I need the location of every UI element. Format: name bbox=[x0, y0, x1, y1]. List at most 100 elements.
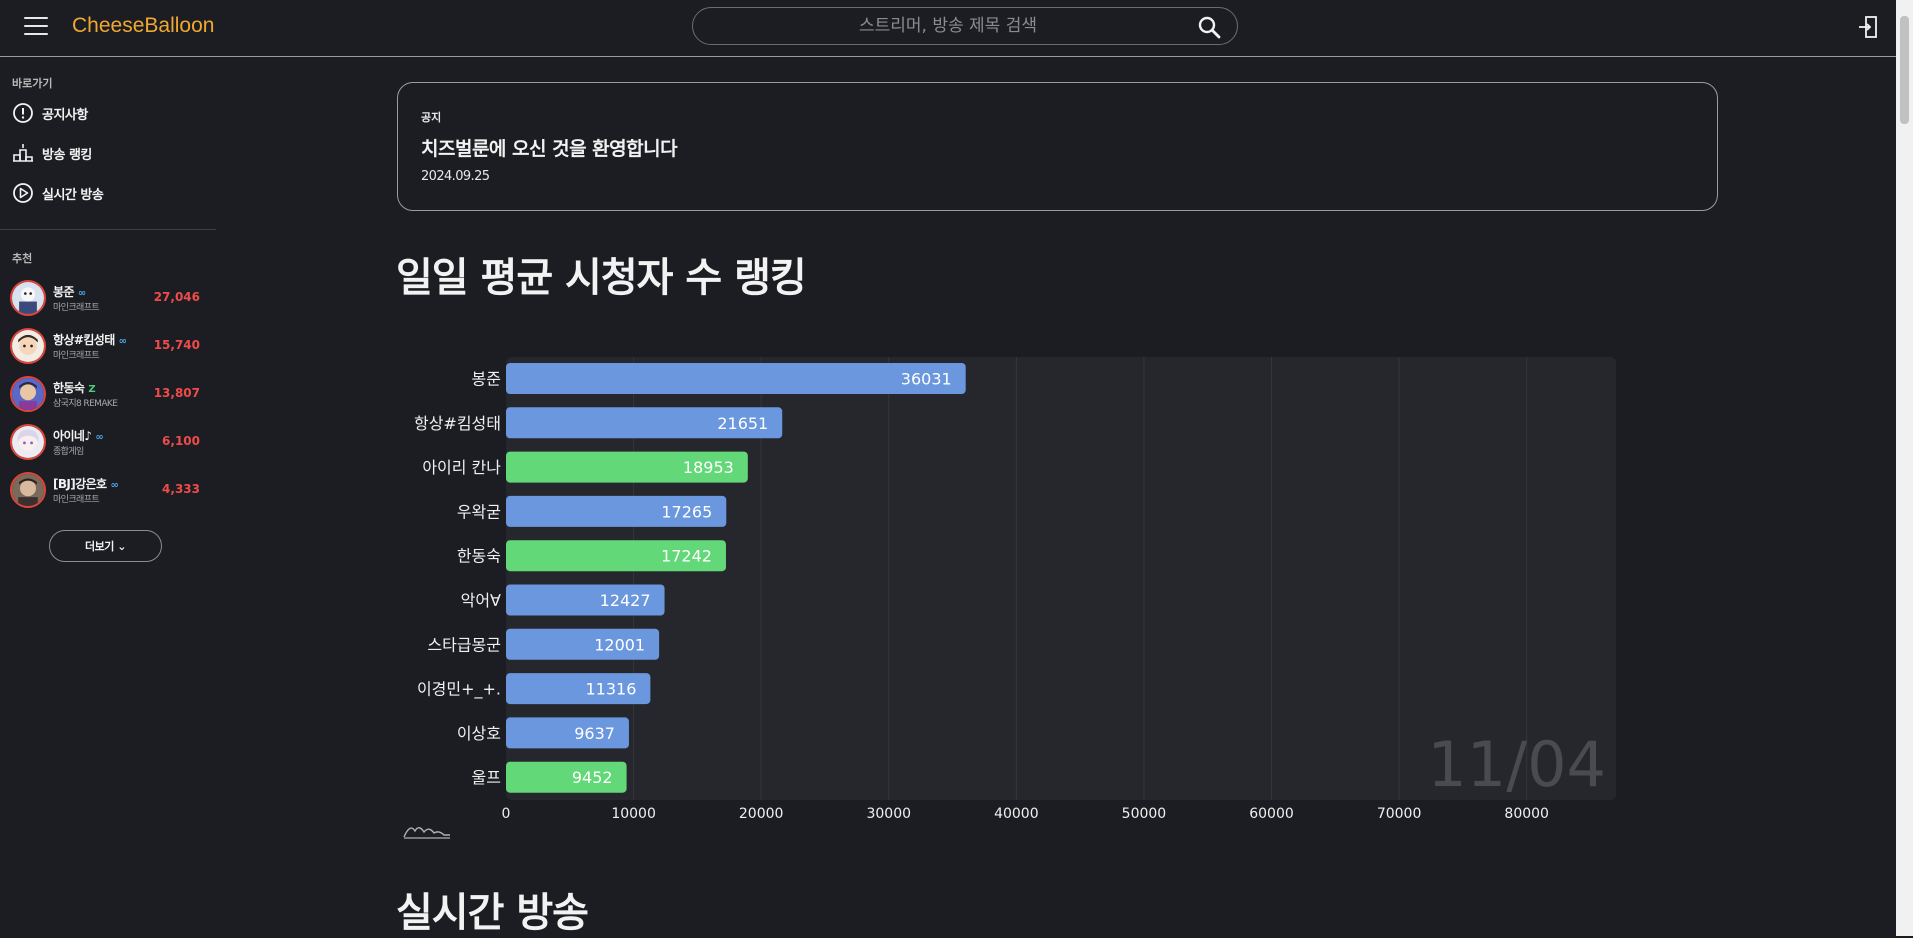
channel-name-row: 봉준 ∞ bbox=[53, 283, 86, 300]
category-label: 항상#킴성태 bbox=[414, 414, 501, 433]
recommend-title: 추천 bbox=[12, 252, 33, 265]
infinity-badge-icon: ∞ bbox=[118, 336, 127, 347]
avatar bbox=[10, 424, 46, 460]
bar bbox=[506, 717, 629, 749]
infinity-badge-icon: ∞ bbox=[95, 432, 104, 443]
shortcut-title: 바로가기 bbox=[12, 77, 53, 90]
notice-tag: 공지 bbox=[421, 111, 442, 124]
menu-icon[interactable] bbox=[24, 17, 48, 35]
viewer-count: 27,046 bbox=[153, 290, 200, 304]
x-tick-label: 10000 bbox=[611, 806, 656, 822]
category-label: 울프 bbox=[472, 768, 501, 787]
category-label: 우왁굳 bbox=[457, 502, 501, 521]
bar bbox=[506, 673, 651, 705]
x-tick-label: 30000 bbox=[866, 806, 911, 822]
recommended-channel[interactable]: 아이네♪ ∞ 종합게임 6,100 bbox=[10, 420, 206, 464]
value-label: 18953 bbox=[683, 458, 734, 477]
bar bbox=[506, 761, 627, 793]
bar bbox=[506, 451, 748, 483]
sidebar-item-label: 공지사항 bbox=[42, 107, 88, 123]
value-label: 12001 bbox=[594, 635, 645, 654]
x-tick-label: 20000 bbox=[739, 806, 784, 822]
channel-name: 한동숙 bbox=[53, 381, 85, 395]
channel-category: 마인크래프트 bbox=[53, 495, 100, 505]
logo[interactable]: CheeseBalloon bbox=[72, 14, 215, 37]
login-icon[interactable] bbox=[1858, 15, 1880, 39]
category-label: 봉준 bbox=[472, 370, 501, 389]
scrollbar-thumb[interactable] bbox=[1900, 16, 1909, 124]
x-tick-label: 60000 bbox=[1249, 806, 1294, 822]
value-label: 11316 bbox=[585, 680, 636, 699]
channel-name-row: [BJ]강은호 ∞ bbox=[53, 475, 119, 492]
x-tick-label: 70000 bbox=[1377, 806, 1422, 822]
channel-name-row: 한동숙 Z bbox=[53, 379, 96, 396]
bar bbox=[506, 628, 660, 660]
avatar bbox=[10, 280, 46, 316]
live-section-title: 실시간 방송 bbox=[396, 890, 589, 936]
value-label: 9637 bbox=[574, 724, 615, 743]
ranking-icon bbox=[13, 144, 33, 162]
viewer-count: 13,807 bbox=[153, 386, 200, 400]
exclamation-circle-icon bbox=[13, 103, 33, 123]
recommended-channel[interactable]: 항상#킴성태 ∞ 마인크래프트 15,740 bbox=[10, 324, 206, 368]
channel-name: 봉준 bbox=[53, 285, 74, 299]
value-label: 12427 bbox=[600, 591, 651, 610]
search-icon[interactable] bbox=[1197, 15, 1221, 39]
avatar bbox=[10, 376, 46, 412]
channel-category: 삼국지8 REMAKE bbox=[53, 399, 118, 409]
sidebar-item-notice[interactable]: 공지사항 bbox=[12, 100, 88, 126]
category-label: 이상호 bbox=[457, 724, 501, 743]
x-tick-label: 40000 bbox=[994, 806, 1039, 822]
channel-category: 마인크래프트 bbox=[53, 303, 100, 313]
category-label: 이경민+_+. bbox=[417, 680, 501, 700]
viewer-count: 15,740 bbox=[153, 338, 200, 352]
bar bbox=[506, 363, 966, 394]
sidebar-item-label: 방송 랭킹 bbox=[42, 147, 92, 163]
sidebar-item-ranking[interactable]: 방송 랭킹 bbox=[12, 140, 92, 166]
top-bar: CheeseBalloon bbox=[0, 0, 1896, 57]
search-input[interactable] bbox=[713, 8, 1183, 44]
recommended-channel[interactable]: 한동숙 Z 삼국지8 REMAKE 13,807 bbox=[10, 372, 206, 416]
search-box[interactable] bbox=[692, 7, 1238, 45]
sidebar-divider bbox=[0, 229, 216, 230]
recommended-channel[interactable]: [BJ]강은호 ∞ 마인크래프트 4,333 bbox=[10, 468, 206, 512]
viewer-count: 4,333 bbox=[162, 482, 200, 496]
value-label: 36031 bbox=[901, 370, 952, 389]
infinity-badge-icon: ∞ bbox=[110, 480, 119, 491]
play-circle-icon bbox=[13, 183, 33, 203]
notice-date: 2024.09.25 bbox=[421, 169, 490, 184]
value-label: 21651 bbox=[717, 414, 768, 433]
channel-name: 항상#킴성태 bbox=[53, 333, 115, 347]
bar bbox=[506, 584, 665, 616]
z-badge-icon: Z bbox=[88, 384, 95, 395]
ranking-section-title: 일일 평균 시청자 수 랭킹 bbox=[396, 255, 807, 301]
x-tick-label: 50000 bbox=[1122, 806, 1167, 822]
notice-card[interactable]: 공지 치즈벌룬에 오신 것을 환영합니다 2024.09.25 bbox=[397, 82, 1718, 211]
sidebar: 바로가기 공지사항 방송 랭킹 실시간 방송 추천 봉준 ∞ 마 bbox=[0, 58, 216, 936]
channel-name-row: 아이네♪ ∞ bbox=[53, 427, 104, 444]
bar bbox=[506, 540, 726, 572]
value-label: 17242 bbox=[661, 547, 712, 566]
avatar bbox=[10, 328, 46, 364]
viewer-ranking-chart: 0 10000 20000 30000 40000 50000 60000 70000 8000… bbox=[380, 352, 1630, 862]
plot-background bbox=[506, 357, 1616, 800]
channel-name-row: 항상#킴성태 ∞ bbox=[53, 331, 127, 348]
bar bbox=[506, 495, 727, 527]
channel-category: 마인크래프트 bbox=[53, 351, 100, 361]
page-scrollbar[interactable] bbox=[1896, 0, 1913, 936]
bar bbox=[506, 407, 783, 439]
recommended-channel[interactable]: 봉준 ∞ 마인크래프트 27,046 bbox=[10, 276, 206, 320]
infinity-badge-icon: ∞ bbox=[77, 288, 86, 299]
value-label: 17265 bbox=[661, 502, 712, 521]
channel-name: 아이네♪ bbox=[53, 429, 92, 443]
channel-category: 종합게임 bbox=[53, 447, 84, 457]
category-label: 스타급몽군 bbox=[427, 635, 501, 654]
category-label: 한동숙 bbox=[457, 547, 501, 566]
category-label: 아이리 칸나 bbox=[422, 458, 501, 477]
value-label: 9452 bbox=[572, 768, 613, 787]
sidebar-item-label: 실시간 방송 bbox=[42, 187, 104, 203]
date-label: 11/04 bbox=[1427, 728, 1606, 801]
more-button[interactable]: 더보기 ⌄ bbox=[49, 530, 162, 562]
sidebar-item-live[interactable]: 실시간 방송 bbox=[12, 180, 104, 206]
channel-name: [BJ]강은호 bbox=[53, 477, 107, 491]
